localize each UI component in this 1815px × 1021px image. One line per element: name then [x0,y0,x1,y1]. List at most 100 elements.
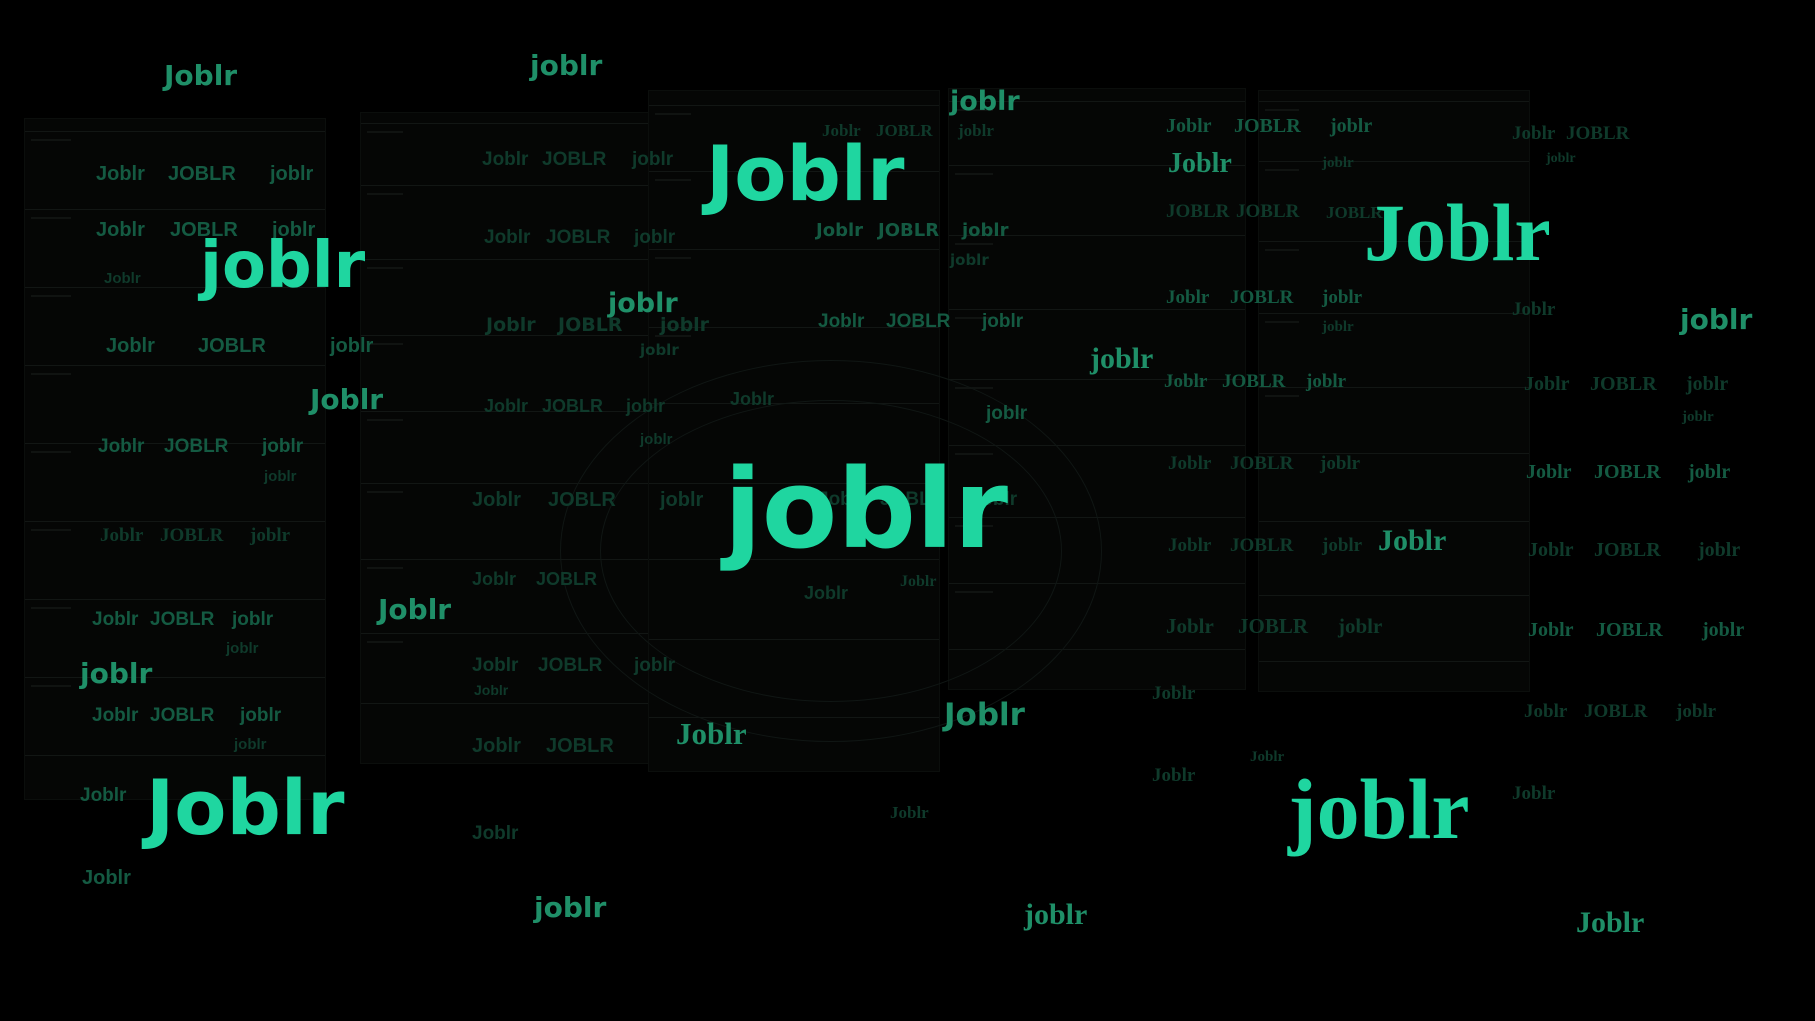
wordmark-title: Joblr [106,335,155,357]
wordmark-upper: JOBLR [1230,453,1294,474]
wordmark-title: Joblr [472,823,519,844]
wordmark-lower: joblr [1682,409,1714,425]
wordmark-title: Joblr [1524,373,1570,395]
wordmark-lower: joblr [1546,151,1576,166]
wordmark-upper: JOBLR [878,220,940,241]
wordmark-lower: joblr [962,220,1009,241]
wordmark-title: Joblr [484,396,529,416]
wordmark-title: Joblr [482,149,529,170]
wordmark-title: Joblr [80,785,127,806]
wordmark-title: Joblr [164,59,238,92]
wordmark-upper: JOBLR [1230,535,1294,556]
wordmark-lower: joblr [634,655,676,676]
wordmark-lower: joblr [530,49,603,82]
wordmark-upper: JOBLR [1596,619,1663,641]
wordmark-lower: joblr [1688,461,1731,483]
wordmark-lower: joblr [1702,619,1745,641]
wordmark-title: Joblr [92,609,139,630]
background-panel [24,118,326,800]
wordmark-title: Joblr [474,682,509,698]
wordmark-upper: JOBLR [546,227,611,248]
wordmark-title: Joblr [890,803,929,822]
hero-wordmark-title: Joblr [1364,187,1551,278]
wordmark-title: Joblr [1512,299,1556,320]
wordmark-lower: joblr [632,149,674,170]
wordmark-title: Joblr [822,121,861,140]
wordmark-upper: JOBLR [548,489,616,511]
wordmark-upper: JOBLR [1236,201,1300,222]
wordmark-title: Joblr [1168,148,1232,179]
hero-wordmark-title: Joblr [146,763,345,852]
wordmark-lower: joblr [640,431,673,448]
wordmark-upper: JOBLR [1166,201,1230,222]
wordmark-lower: joblr [240,705,282,726]
wordmark-upper: JOBLR [538,655,603,676]
wordmark-title: Joblr [472,569,517,589]
wordmark-upper: JOBLR [1594,461,1661,483]
hero-wordmark-title: Joblr [706,129,905,218]
wordmark-title: Joblr [1528,539,1574,561]
background-arc [560,360,1102,742]
wordmark-title: Joblr [1526,461,1572,483]
wordmark-upper: JOBLR [1566,123,1630,144]
wordmark-upper: JOBLR [150,705,215,726]
wordmark-title: Joblr [96,219,145,241]
wordmark-upper: JOBLR [1326,203,1383,222]
wordmark-lower: joblr [982,311,1024,332]
wordmark-title: Joblr [96,163,145,185]
wordmark-lower: joblr [958,121,994,140]
wordmark-title: Joblr [1528,619,1574,641]
wordmark-title: Joblr [676,716,747,751]
wordmark-title: Joblr [92,705,139,726]
wordmark-title: Joblr [310,383,384,416]
wordmark-title: Joblr [1250,749,1285,765]
wordmark-lower: joblr [232,609,274,630]
wordmark-lower: joblr [640,341,679,359]
hero-wordmark-lower-center: joblr [724,445,1008,573]
wordmark-title: Joblr [1152,765,1196,786]
wordmark-title: Joblr [1164,371,1208,392]
wordmark-title: Joblr [98,436,145,457]
wordmark-lower: joblr [226,640,259,657]
wordmark-title: Joblr [472,655,519,676]
wordmark-lower: joblr [608,288,678,319]
wordmark-title: Joblr [1166,287,1210,308]
wordmark-upper: JOBLR [1594,539,1661,561]
wordmark-title: Joblr [472,735,521,757]
wordmark-lower: joblr [950,251,989,269]
wordmark-lower: joblr [1322,287,1363,308]
wordmark-title: Joblr [1512,783,1556,804]
wordmark-title: Joblr [1512,123,1556,144]
wordmark-title: Joblr [730,389,775,409]
wordmark-lower: joblr [1698,539,1741,561]
wordmark-title: Joblr [1524,701,1568,722]
wordmark-title: Joblr [818,311,865,332]
wordmark-lower: joblr [270,163,314,185]
wordmark-title: Joblr [944,697,1025,733]
wordmark-lower: joblr [1338,614,1383,638]
wordmark-title: Joblr [1168,453,1212,474]
wordmark-upper: JOBLR [198,335,266,357]
wordmark-lower: joblr [1322,155,1354,171]
wordmark-title: Joblr [82,867,131,889]
wordmark-upper: JOBLR [886,311,951,332]
wordmark-lower: joblr [1322,535,1363,556]
wordmark-lower: joblr [976,489,1018,510]
wordmark-upper: JOBLR [876,121,933,140]
wordmark-upper: JOBLR [558,314,623,336]
hero-wordmark-lower: joblr [200,229,366,303]
wordmark-upper: JOBLR [150,609,215,630]
wordmark-title: Joblr [1166,614,1214,638]
wordmark-title: Joblr [1166,115,1212,137]
wordmark-upper: JOBLR [546,735,614,757]
wordmark-upper: JOBLR [542,396,604,416]
wordmark-title: Joblr [900,573,937,590]
wordmark-upper: JOBLR [1230,287,1294,308]
wordmark-title: Joblr [100,525,144,546]
wordmark-title: Joblr [1378,524,1447,557]
wordmark-lower: joblr [660,314,710,336]
wordmark-lower: joblr [264,468,297,485]
wordmark-lower: joblr [330,335,374,357]
wordmark-lower: joblr [950,86,1020,117]
